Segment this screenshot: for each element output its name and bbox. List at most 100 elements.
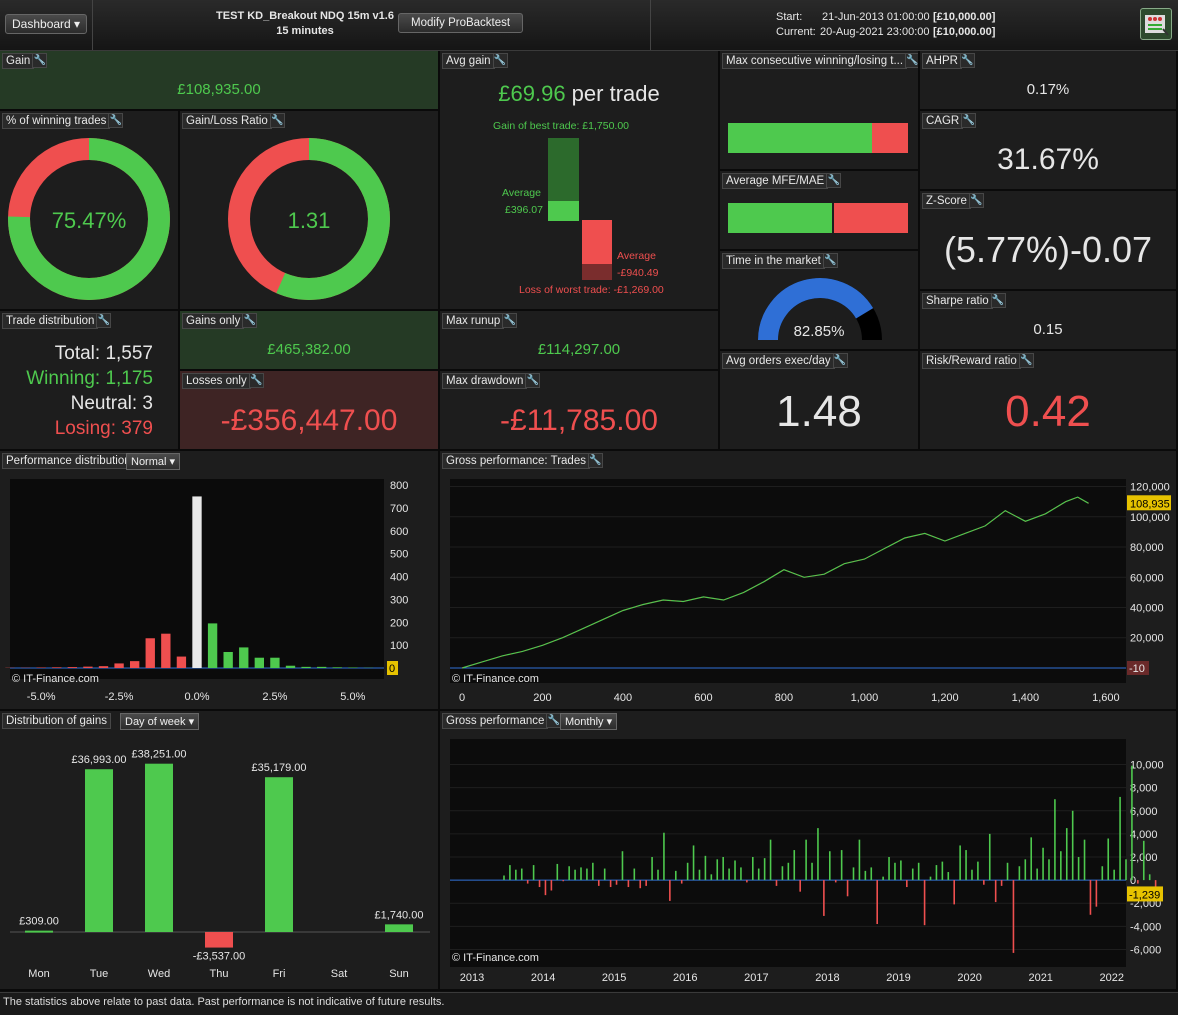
x-tick-label: 0.0% xyxy=(184,691,209,703)
histogram-bar xyxy=(333,667,342,668)
day-bar xyxy=(265,777,293,932)
wrench-icon[interactable]: 🔧 xyxy=(525,373,540,388)
gains-only-title-text: Gains only xyxy=(186,315,240,327)
avg-loss-amount: -£940.49 xyxy=(617,267,658,279)
wrench-icon[interactable]: 🔧 xyxy=(961,113,976,128)
max-consecutive-title-text: Max consecutive winning/losing t... xyxy=(726,55,903,67)
x-tick-label: 2021 xyxy=(1028,972,1052,984)
total-label: Total: xyxy=(55,343,100,364)
y-tick-label: 60,000 xyxy=(1130,572,1164,584)
max-drawdown-title: Max drawdown🔧 xyxy=(442,373,527,389)
x-tick-label: 2020 xyxy=(957,972,981,984)
x-tick-label: 5.0% xyxy=(340,691,365,703)
y-tick-label: 400 xyxy=(390,572,408,584)
gain-value: £108,935.00 xyxy=(0,81,438,98)
data-label: -£3,537.00 xyxy=(193,951,246,963)
histogram-bar xyxy=(130,661,139,668)
cagr-title-text: CAGR xyxy=(926,115,959,127)
time-market-value: 82.85% xyxy=(720,323,918,340)
sharpe-title-text: Sharpe ratio xyxy=(926,295,989,307)
mfe-mae-title-text: Average MFE/MAE xyxy=(726,175,824,187)
cagr-value: 31.67% xyxy=(920,143,1176,177)
x-tick-label: 2018 xyxy=(815,972,839,984)
watermark: © IT-Finance.com xyxy=(12,673,99,685)
gain-title: Gain🔧 xyxy=(2,53,34,69)
wrench-icon[interactable]: 🔧 xyxy=(32,53,47,68)
max-runup-title: Max runup🔧 xyxy=(442,313,504,329)
wrench-icon[interactable]: 🔧 xyxy=(991,293,1006,308)
histogram-bar xyxy=(146,638,155,668)
gain-loss-ratio-title: Gain/Loss Ratio🔧 xyxy=(182,113,272,129)
wrench-icon[interactable]: 🔧 xyxy=(833,353,848,368)
wrench-icon[interactable]: 🔧 xyxy=(249,373,264,388)
x-tick-label: 400 xyxy=(614,692,632,704)
winning-label: Winning: xyxy=(26,368,100,389)
wrench-icon[interactable]: 🔧 xyxy=(108,113,123,128)
x-tick-label: Wed xyxy=(148,968,170,980)
pct-winning-panel: % of winning trades🔧 75.47% xyxy=(0,111,180,311)
losing-row: Losing: 379 xyxy=(0,416,153,441)
start-date: 21-Jun-2013 01:00:00 xyxy=(822,11,930,23)
watermark: © IT-Finance.com xyxy=(452,673,539,685)
avg-gain-panel: Avg gain🔧 £69.96 per trade Gain of best … xyxy=(440,51,720,311)
report-settings-icon[interactable] xyxy=(1140,8,1172,40)
zscore-percent: (5.77%) xyxy=(944,229,1070,270)
losing-value: 379 xyxy=(121,418,153,439)
wrench-icon[interactable]: 🔧 xyxy=(826,173,841,188)
top-bar: Dashboard ▾ TEST KD_Breakout NDQ 15m v1.… xyxy=(0,0,1178,51)
avg-gain-title: Avg gain🔧 xyxy=(442,53,495,69)
x-tick-label: 2015 xyxy=(602,972,626,984)
avg-orders-title: Avg orders exec/day🔧 xyxy=(722,353,835,369)
pct-winning-title-text: % of winning trades xyxy=(6,115,106,127)
x-tick-label: 1,200 xyxy=(931,692,959,704)
histogram-bar xyxy=(255,658,264,668)
mfe-mae-panel: Average MFE/MAE🔧 xyxy=(720,171,920,251)
avg-orders-value: 1.48 xyxy=(720,387,918,437)
x-tick-label: -5.0% xyxy=(27,691,56,703)
dashboard-dropdown[interactable]: Dashboard ▾ xyxy=(5,14,87,34)
x-tick-label: Mon xyxy=(28,968,49,980)
zscore-value-line: (5.77%)-0.07 xyxy=(920,229,1176,271)
risk-reward-title-text: Risk/Reward ratio xyxy=(926,355,1017,367)
winning-row: Winning: 1,175 xyxy=(0,366,153,391)
y-tick-label: 300 xyxy=(390,594,408,606)
wrench-icon[interactable]: 🔧 xyxy=(960,53,975,68)
sharpe-title: Sharpe ratio🔧 xyxy=(922,293,993,309)
wrench-icon[interactable]: 🔧 xyxy=(96,313,111,328)
x-tick-label: 2.5% xyxy=(262,691,287,703)
wrench-icon[interactable]: 🔧 xyxy=(270,113,285,128)
max-runup-value: £114,297.00 xyxy=(440,341,718,358)
x-tick-label: 2016 xyxy=(673,972,697,984)
avg-orders-panel: Avg orders exec/day🔧 1.48 xyxy=(720,351,920,451)
mfe-fill xyxy=(728,203,834,233)
wrench-icon[interactable]: 🔧 xyxy=(969,193,984,208)
neutral-label: Neutral: xyxy=(71,393,138,414)
data-label: £1,740.00 xyxy=(375,909,424,921)
max-runup-title-text: Max runup xyxy=(446,315,500,327)
x-tick-label: 800 xyxy=(775,692,793,704)
wrench-icon[interactable]: 🔧 xyxy=(1019,353,1034,368)
sharpe-value: 0.15 xyxy=(920,321,1176,338)
avg-gain-amount: £396.07 xyxy=(505,204,543,216)
y-tick-label: 0 xyxy=(1130,875,1136,887)
x-tick-label: Tue xyxy=(90,968,109,980)
wrench-icon[interactable]: 🔧 xyxy=(242,313,257,328)
wrench-icon[interactable]: 🔧 xyxy=(905,53,920,68)
y-tick-label: 200 xyxy=(390,617,408,629)
wrench-icon[interactable]: 🔧 xyxy=(502,313,517,328)
total-row: Total: 1,557 xyxy=(0,341,153,366)
time-market-panel: Time in the market🔧 82.85% xyxy=(720,251,920,351)
zscore-title-text: Z-Score xyxy=(926,195,967,207)
modify-probacktest-button[interactable]: Modify ProBacktest xyxy=(398,13,523,33)
histogram-bar xyxy=(208,623,217,668)
histogram-bar xyxy=(192,496,201,668)
day-bar xyxy=(25,931,53,933)
histogram-bar xyxy=(317,667,326,668)
x-tick-label: -2.5% xyxy=(105,691,134,703)
wrench-icon[interactable]: 🔧 xyxy=(493,53,508,68)
histogram-bar xyxy=(114,663,123,668)
avg-gain-suffix: per trade xyxy=(566,81,660,106)
y-tick-label: 10,000 xyxy=(1130,760,1164,772)
